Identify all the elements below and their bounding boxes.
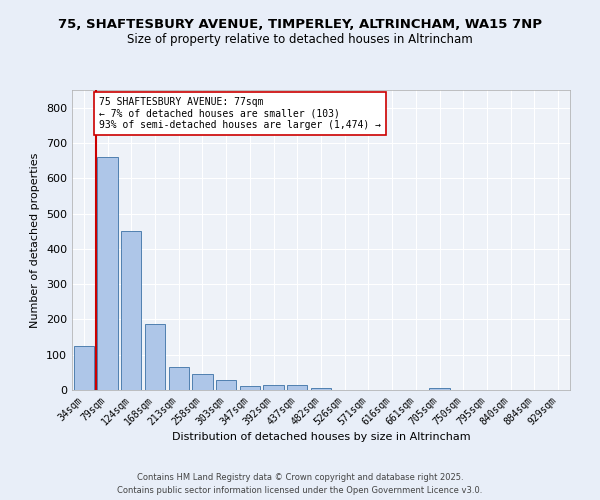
X-axis label: Distribution of detached houses by size in Altrincham: Distribution of detached houses by size … xyxy=(172,432,470,442)
Bar xyxy=(216,380,236,390)
Y-axis label: Number of detached properties: Number of detached properties xyxy=(31,152,40,328)
Bar xyxy=(263,384,284,390)
Bar xyxy=(74,346,94,390)
Bar xyxy=(193,374,212,390)
Text: 75, SHAFTESBURY AVENUE, TIMPERLEY, ALTRINCHAM, WA15 7NP: 75, SHAFTESBURY AVENUE, TIMPERLEY, ALTRI… xyxy=(58,18,542,30)
Bar xyxy=(240,386,260,390)
Text: 75 SHAFTESBURY AVENUE: 77sqm
← 7% of detached houses are smaller (103)
93% of se: 75 SHAFTESBURY AVENUE: 77sqm ← 7% of det… xyxy=(99,97,381,130)
Bar xyxy=(311,388,331,390)
Bar xyxy=(97,157,118,390)
Text: Size of property relative to detached houses in Altrincham: Size of property relative to detached ho… xyxy=(127,32,473,46)
Bar xyxy=(287,385,307,390)
Bar xyxy=(121,231,142,390)
Bar xyxy=(145,324,165,390)
Bar xyxy=(169,367,189,390)
Bar xyxy=(430,388,449,390)
Text: Contains HM Land Registry data © Crown copyright and database right 2025.
Contai: Contains HM Land Registry data © Crown c… xyxy=(118,474,482,495)
